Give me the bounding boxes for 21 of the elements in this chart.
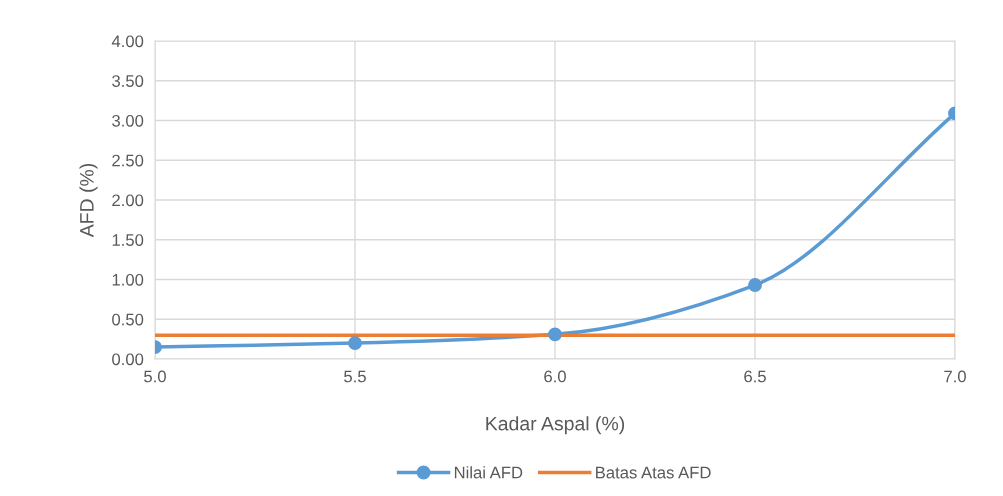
y-tick-label: 0.50 — [112, 313, 144, 326]
y-tick-label: 1.00 — [112, 273, 144, 286]
legend-label: Batas Atas AFD — [596, 466, 711, 479]
x-tick-label: 7.0 — [944, 370, 966, 383]
y-axis-title: AFD (%) — [79, 163, 98, 238]
y-tick-label: 3.00 — [112, 114, 144, 127]
y-tick-label: 4.00 — [111, 35, 144, 48]
x-tick-label: 5.0 — [144, 370, 166, 383]
x-tick-label: 6.0 — [544, 370, 566, 383]
point — [548, 327, 562, 342]
y-tick-label: 3.50 — [112, 75, 144, 87]
point — [748, 278, 762, 293]
point — [348, 336, 362, 351]
y-tick-label: 2.50 — [112, 154, 144, 167]
x-tick-label: 5.5 — [344, 370, 366, 383]
y-tick-label: 2.00 — [112, 194, 144, 207]
x-tick-label: 6.5 — [744, 370, 766, 383]
x-axis-title: Kadar Aspal (%) — [486, 416, 625, 435]
y-tick-label: 0.00 — [112, 353, 144, 366]
legend-label: Nilai AFD — [454, 466, 523, 479]
y-tick-label: 1.50 — [112, 234, 144, 246]
